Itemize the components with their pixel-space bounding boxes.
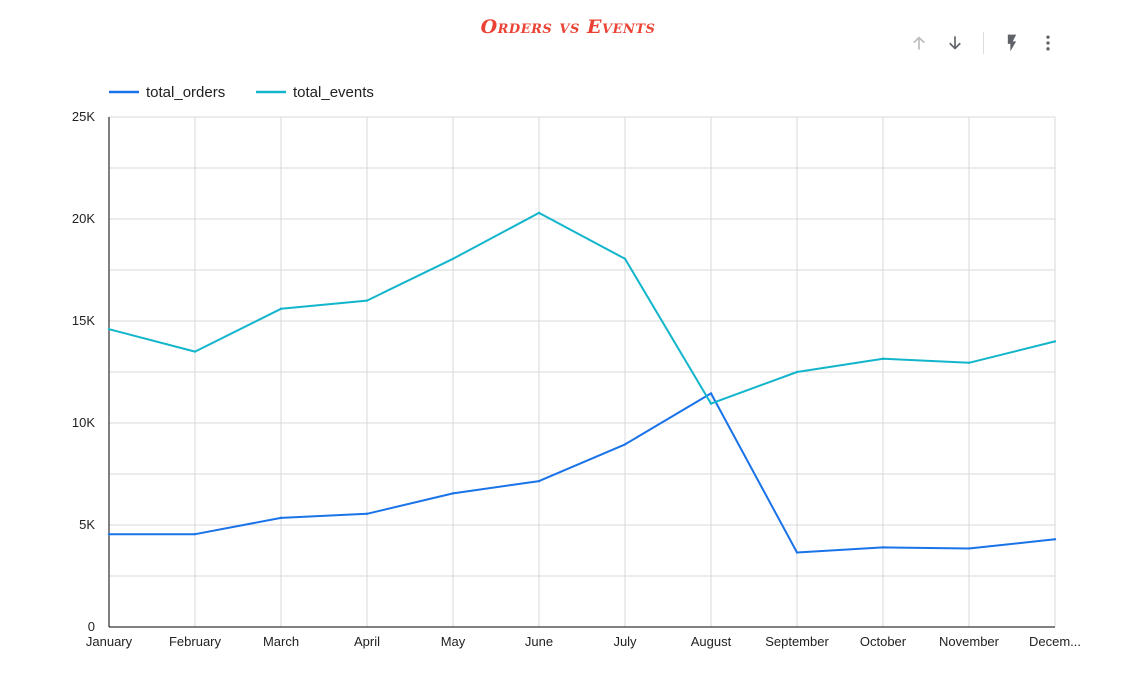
y-tick-label: 0: [88, 619, 95, 634]
data-point-total_orders: [795, 551, 799, 554]
data-point-total_events: [967, 361, 971, 365]
data-point-total_orders: [365, 512, 369, 515]
data-point-total_events: [881, 357, 885, 360]
more-vert-icon: [1046, 35, 1050, 51]
y-tick-label: 25K: [72, 109, 95, 124]
data-point-total_events: [451, 257, 455, 260]
chart-toolbar: [901, 30, 1066, 56]
data-point-total_events: [537, 211, 541, 215]
data-point-total_orders: [537, 479, 541, 483]
legend-label: total_events: [293, 84, 374, 101]
x-tick-label: October: [860, 634, 907, 649]
y-tick-label: 15K: [72, 313, 95, 328]
data-point-total_orders: [107, 532, 111, 536]
x-tick-label: Decem...: [1029, 634, 1081, 649]
y-tick-label: 10K: [72, 415, 95, 430]
data-point-total_events: [709, 402, 713, 405]
data-point-total_events: [279, 307, 283, 310]
sort-ascending-button[interactable]: [901, 30, 937, 56]
quick-action-button[interactable]: [994, 30, 1030, 56]
data-point-total_orders: [193, 532, 197, 536]
legend-item: total_events: [256, 84, 374, 101]
data-point-total_orders: [967, 547, 971, 550]
data-point-total_events: [193, 350, 197, 353]
x-tick-label: September: [765, 634, 829, 649]
toolbar-divider: [983, 32, 984, 54]
arrow-up-icon: [913, 36, 925, 50]
x-tick-label: July: [613, 634, 637, 649]
data-point-total_orders: [451, 492, 455, 495]
y-tick-label: 20K: [72, 211, 95, 226]
legend-label: total_orders: [146, 84, 225, 101]
x-tick-label: May: [441, 634, 466, 649]
data-point-total_orders: [709, 392, 713, 395]
data-point-total_orders: [279, 516, 283, 520]
x-tick-label: August: [691, 634, 732, 649]
more-options-button[interactable]: [1030, 30, 1066, 56]
x-tick-label: February: [169, 634, 222, 649]
series-line-total_events: [108, 211, 1056, 405]
x-tick-label: June: [525, 634, 553, 649]
data-point-total_events: [107, 327, 111, 331]
x-tick-label: November: [939, 634, 1000, 649]
x-tick-label: January: [86, 634, 133, 649]
data-point-total_events: [365, 299, 369, 302]
data-point-total_events: [623, 257, 627, 260]
data-point-total_orders: [623, 443, 627, 446]
y-tick-label: 5K: [79, 517, 95, 532]
data-point-total_events: [1053, 340, 1057, 343]
x-tick-label: April: [354, 634, 380, 649]
bolt-icon: [1007, 34, 1017, 52]
arrow-down-icon: [949, 36, 961, 50]
x-tick-label: March: [263, 634, 299, 649]
data-point-total_orders: [1053, 538, 1057, 541]
data-point-total_events: [795, 370, 799, 374]
chart-title: Orders vs Events: [480, 16, 656, 38]
data-point-total_orders: [881, 546, 885, 549]
sort-descending-button[interactable]: [937, 30, 973, 56]
legend-item: total_orders: [109, 84, 225, 101]
series-line-total_orders: [109, 392, 1056, 554]
